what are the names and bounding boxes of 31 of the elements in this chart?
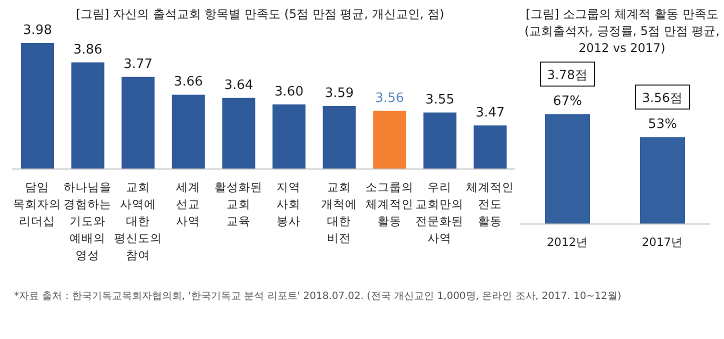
- annotation: 3.56점: [642, 90, 683, 106]
- data-label: 3.47: [476, 105, 505, 120]
- data-label: 3.55: [425, 92, 454, 108]
- data-label: 3.56: [375, 90, 404, 106]
- data-label: 3.60: [274, 84, 304, 100]
- x-tick-label: 2017년: [642, 235, 684, 249]
- data-label: 3.66: [174, 74, 203, 90]
- data-label: 3.64: [224, 78, 254, 93]
- x-tick-label: 교회 개척에 대한 비전: [320, 180, 357, 245]
- x-tick-label: 하나님을 경험하는 기도와 예배의 영성: [63, 180, 112, 262]
- data-label: 3.98: [23, 23, 52, 38]
- data-label: 53%: [648, 117, 677, 132]
- x-tick-label: 우리 교회만의 전문화된 사역: [416, 180, 464, 245]
- data-label: 3.77: [124, 56, 153, 72]
- data-label: 67%: [553, 94, 582, 110]
- data-label: 3.59: [324, 86, 354, 101]
- callout-box: 3.56점: [635, 84, 690, 110]
- text: *자료 출처 : 한국기독교목회자협의회, '한국기독교 분석 리포트' 2018.07.02. (전국 개신교인 1,000명, 온라인 조사, 2017. 10~12월): [14, 290, 622, 303]
- x-tick-label: 소그룹의 체계적인 활동: [365, 180, 414, 228]
- x-tick-label: 2012년: [546, 235, 588, 249]
- x-tick-label: 담임 목회자의 리더십: [13, 180, 62, 228]
- x-tick-label: 활성화된 교회 교육: [214, 180, 262, 228]
- callout-box: 3.78점: [540, 62, 595, 87]
- chart-title: [그림] 자신의 출석교회 항목별 만족도 (5점 만점 평균, 개신교인, 점): [74, 6, 446, 23]
- annotation: 3.78점: [547, 67, 588, 82]
- chart-title: [그림] 소그룹의 체계적 활동 만족도 (교회출석자, 긍정률, 5점 만점 평균, 2012 vs 2017): [523, 6, 721, 57]
- x-tick-label: 세계 선교 사역: [176, 180, 200, 228]
- data-label: 3.86: [73, 42, 102, 58]
- x-tick-label: 지역 사회 봉사: [276, 180, 301, 228]
- x-tick-label: 교회 사역에 대한 평신도의 참여: [114, 180, 162, 262]
- x-tick-label: 체계적인 전도 활동: [466, 180, 514, 228]
